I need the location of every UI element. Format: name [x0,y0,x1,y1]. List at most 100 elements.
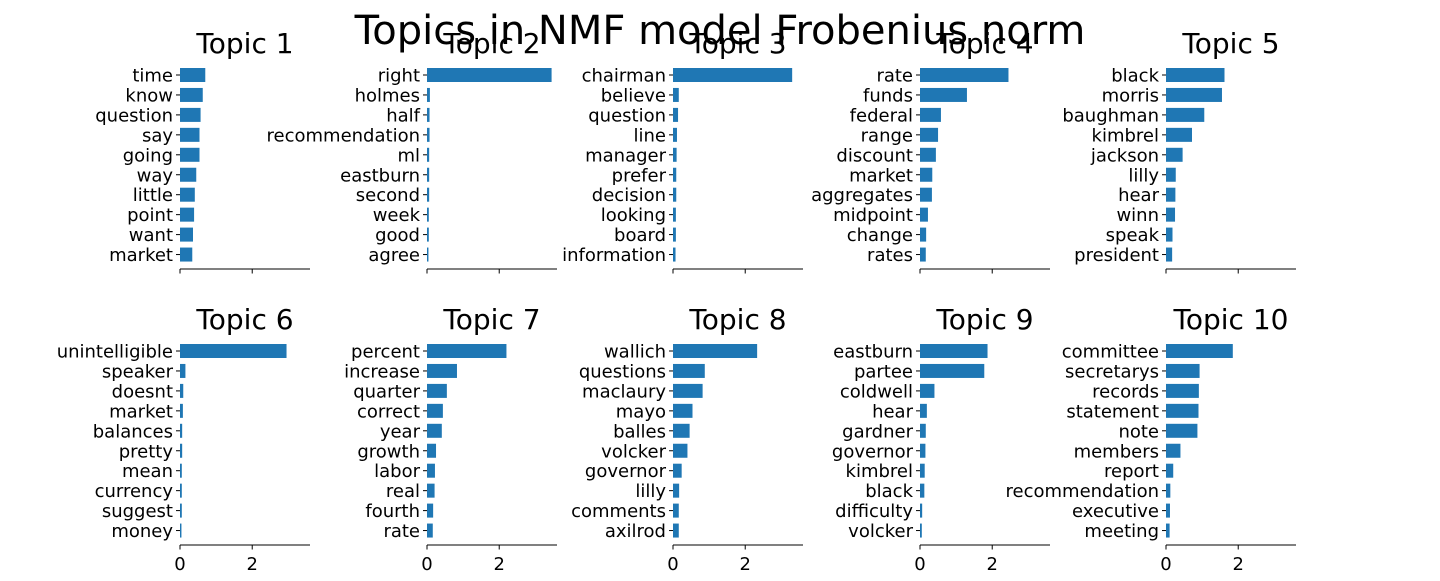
y-tick-label: statement [1066,401,1159,422]
bar [673,107,679,122]
bar [920,187,932,202]
bar [427,344,507,358]
bar [427,167,430,182]
y-tick-label: lilly [635,481,666,502]
y-tick-label: holmes [355,85,420,106]
y-tick-label: looking [601,205,666,226]
x-tick-label: 2 [986,554,997,575]
y-tick-label: unintelligible [57,342,173,363]
y-tick-label: comments [571,501,666,522]
bar [427,147,430,162]
bar [180,147,200,162]
y-tick-label: members [1074,441,1159,462]
y-tick-label: little [133,185,173,206]
bar [180,443,183,458]
y-tick-label: market [849,165,913,186]
bar [673,167,677,182]
subplot-grid: Topic 1timeknowquestionsaygoingwaylittle… [57,27,1296,575]
y-tick-label: balles [613,421,666,442]
y-tick-label: point [127,205,173,226]
y-tick-label: doesnt [112,381,173,402]
y-tick-label: way [137,165,174,186]
y-tick-label: say [142,125,173,146]
bar [920,463,925,478]
bar [180,167,197,182]
bar [1166,227,1173,242]
y-tick-label: volcker [848,521,913,542]
panel-title: Topic 4 [935,27,1033,60]
panel-title: Topic 2 [442,27,540,60]
y-tick-label: question [95,105,173,126]
y-tick-label: morris [1102,85,1159,106]
y-tick-label: quarter [353,381,420,402]
y-tick-label: good [375,225,420,246]
y-tick-label: range [861,125,913,146]
bar [427,503,434,518]
y-tick-label: difficulty [835,501,913,522]
y-tick-label: change [847,225,913,246]
y-tick-label: partee [854,361,913,382]
bar [920,127,939,142]
bar [1166,344,1233,358]
panel-title: Topic 10 [1173,303,1289,336]
x-tick-label: 2 [493,554,504,575]
y-tick-label: committee [1062,342,1159,363]
bar [673,463,682,478]
bar [920,423,926,438]
y-tick-label: lilly [1128,165,1159,186]
bar [1166,443,1181,458]
bar [920,107,941,122]
y-tick-label: mean [122,461,173,482]
y-tick-label: kimbrel [1092,125,1159,146]
y-tick-label: funds [863,85,913,106]
bar [180,463,182,478]
y-tick-label: governor [585,461,667,482]
y-tick-label: speaker [102,361,174,382]
y-tick-label: second [356,185,420,206]
y-tick-label: records [1092,381,1159,402]
bar [180,68,206,82]
bar [920,87,967,102]
y-tick-label: market [109,245,173,266]
topic-panel-3: Topic 3 chairmanbelievequestionlinemanage… [562,27,803,274]
bar [180,247,193,262]
y-tick-label: ml [397,145,420,166]
bar [427,68,552,82]
bar [180,403,183,418]
y-tick-label: pretty [119,441,174,462]
bar [673,68,793,82]
y-tick-label: midpoint [833,205,913,226]
y-tick-label: agree [368,245,420,266]
bar [427,423,442,438]
y-tick-label: want [129,225,173,246]
bar [180,483,182,498]
y-tick-label: market [109,401,173,422]
panel-title: Topic 9 [935,303,1033,336]
bar [1166,423,1198,438]
bar [1166,68,1225,82]
y-tick-label: federal [850,105,913,126]
y-tick-label: black [865,481,913,502]
y-tick-label: secretarys [1065,361,1159,382]
bar [180,87,203,102]
y-tick-label: baughman [1062,105,1159,126]
bar [427,383,447,398]
bar [180,523,182,538]
y-tick-label: recommendation [1006,481,1159,502]
y-tick-label: winn [1116,205,1159,226]
panel-title: Topic 1 [195,27,293,60]
topic-panel-4: Topic 4 ratefundsfederalrangediscountmark… [811,27,1050,274]
y-tick-label: eastburn [340,165,420,186]
y-tick-label: hear [872,401,914,422]
y-tick-label: president [1074,245,1159,266]
bar [920,523,922,538]
bar [920,227,927,242]
bar [180,423,183,438]
y-tick-label: week [373,205,421,226]
bar [673,227,676,242]
x-tick-label: 0 [1160,554,1171,575]
x-tick-label: 2 [1232,554,1243,575]
bar [920,68,1009,82]
